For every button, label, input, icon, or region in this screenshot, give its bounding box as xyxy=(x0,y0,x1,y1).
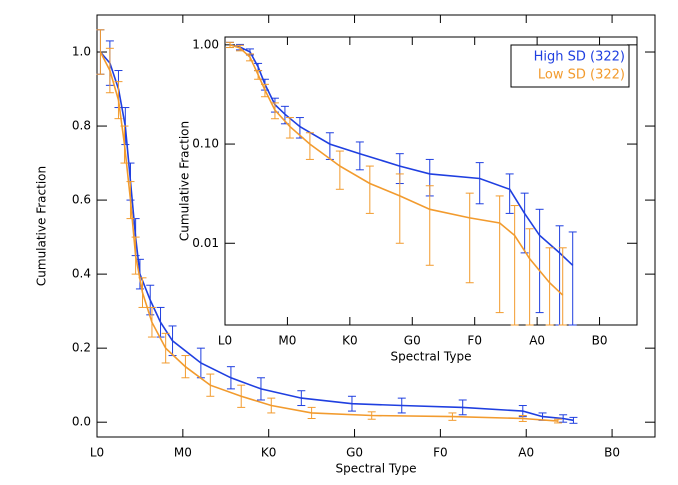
error-bar xyxy=(510,205,519,326)
series-line xyxy=(99,51,559,422)
error-bar xyxy=(355,141,364,171)
y-tick-label: 0.6 xyxy=(72,193,91,207)
x-tick-label: K0 xyxy=(342,334,358,348)
y-tick-label: 0.0 xyxy=(72,415,91,429)
error-bar xyxy=(305,132,314,160)
error-bar xyxy=(569,416,578,424)
x-tick-label: B0 xyxy=(592,334,608,348)
y-axis-label: Cumulative Fraction xyxy=(178,121,192,241)
x-tick-label: M0 xyxy=(278,334,296,348)
x-axis-label: Spectral Type xyxy=(391,350,472,364)
x-tick-label: K0 xyxy=(261,446,277,460)
error-bar xyxy=(558,247,567,326)
error-bar xyxy=(335,150,344,190)
x-tick-label: G0 xyxy=(346,446,363,460)
y-tick-label: 0.10 xyxy=(192,137,219,151)
y-tick-label: 1.00 xyxy=(192,37,219,51)
y-tick-label: 0.2 xyxy=(72,341,91,355)
y-tick-label: 0.01 xyxy=(192,236,219,250)
error-bar xyxy=(365,165,374,214)
error-bar xyxy=(285,117,294,139)
error-bar xyxy=(425,185,434,266)
y-tick-label: 0.4 xyxy=(72,267,91,281)
legend-box xyxy=(510,44,630,88)
series-line xyxy=(99,51,574,422)
error-bar xyxy=(505,173,514,214)
error-bar xyxy=(525,228,534,326)
x-tick-label: F0 xyxy=(467,334,482,348)
x-tick-label: A0 xyxy=(518,446,534,460)
x-tick-label: L0 xyxy=(218,334,232,348)
y-tick-label: 1.0 xyxy=(72,45,91,59)
error-bar xyxy=(568,231,577,326)
y-tick-label: 0.8 xyxy=(72,119,91,133)
error-bar xyxy=(535,208,544,314)
series-line xyxy=(229,44,564,296)
y-axis-label: Cumulative Fraction xyxy=(35,166,49,286)
error-bar xyxy=(545,247,554,326)
x-tick-label: A0 xyxy=(529,334,545,348)
legend-entry: High SD (322) xyxy=(534,50,625,65)
error-bar xyxy=(520,192,529,254)
x-tick-label: L0 xyxy=(90,446,104,460)
error-bar xyxy=(395,173,404,244)
x-axis-label: Spectral Type xyxy=(336,462,417,476)
x-tick-label: F0 xyxy=(433,446,448,460)
error-bar xyxy=(495,195,504,314)
x-tick-label: G0 xyxy=(404,334,421,348)
error-bar xyxy=(475,162,484,205)
legend-entry: Low SD (322) xyxy=(538,68,625,83)
error-bar xyxy=(465,192,474,284)
x-tick-label: B0 xyxy=(604,446,620,460)
series-line xyxy=(229,44,574,266)
x-tick-label: M0 xyxy=(174,446,192,460)
